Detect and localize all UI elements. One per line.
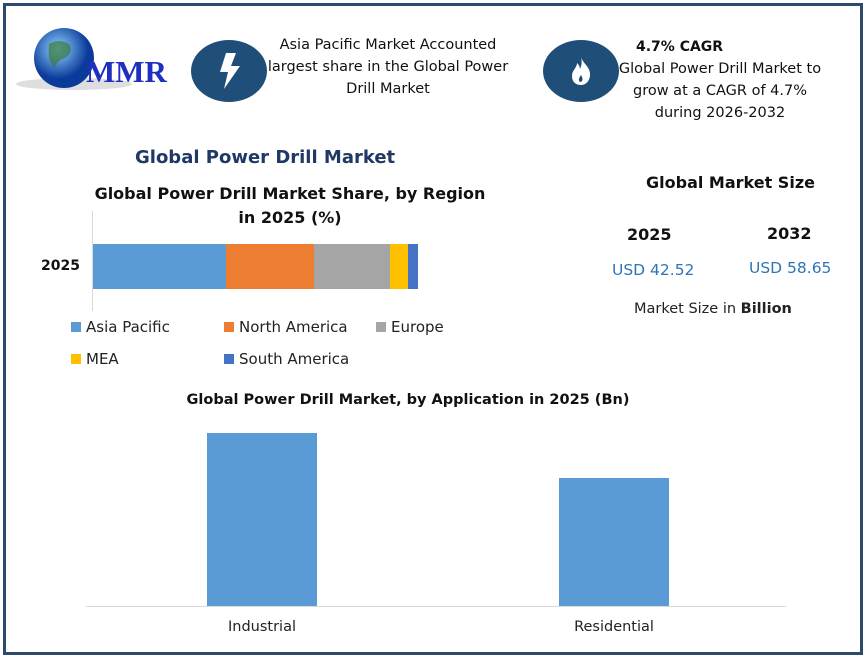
year-2025: 2025 bbox=[627, 225, 672, 244]
lightning-icon-badge bbox=[191, 40, 267, 102]
globe-icon bbox=[16, 28, 132, 90]
flame-icon bbox=[572, 57, 591, 85]
legend-swatch bbox=[376, 322, 386, 332]
bar-segment-asia-pacific bbox=[93, 244, 227, 289]
logo-text: MMR bbox=[86, 54, 167, 89]
stacked-bar bbox=[93, 244, 418, 289]
legend-label: Europe bbox=[391, 318, 444, 336]
legend-europe: Europe bbox=[376, 318, 444, 336]
infographic-frame bbox=[3, 3, 863, 655]
legend-swatch bbox=[224, 322, 234, 332]
region-legend: Asia Pacific North America Europe MEA So… bbox=[71, 318, 471, 378]
bar-segment-south-america bbox=[408, 244, 418, 289]
legend-swatch bbox=[224, 354, 234, 364]
legend-label: North America bbox=[239, 318, 348, 336]
value-2032: USD 58.65 bbox=[749, 259, 832, 277]
highlight-line: largest share in the Global Power bbox=[267, 59, 509, 75]
lightning-icon bbox=[220, 53, 240, 89]
year-2032: 2032 bbox=[767, 224, 812, 243]
bar-residential bbox=[559, 477, 669, 606]
cagr-title: 4.7% CAGR bbox=[636, 39, 724, 55]
legend-label: South America bbox=[239, 350, 350, 368]
mmr-logo: MMR bbox=[14, 24, 174, 94]
legend-label: Asia Pacific bbox=[86, 318, 170, 336]
x-tick-label: Residential bbox=[574, 619, 654, 635]
highlight-line: during 2026-2032 bbox=[654, 105, 786, 121]
chart-title-line: in 2025 (%) bbox=[238, 208, 342, 227]
flame-icon-badge bbox=[543, 40, 619, 102]
legend-mea: MEA bbox=[71, 350, 119, 368]
market-size-note: Market Size in Billion bbox=[634, 301, 792, 317]
value-2025: USD 42.52 bbox=[612, 261, 695, 279]
bar-industrial bbox=[207, 433, 317, 606]
highlight-asia-pacific: Asia Pacific Market Accounted largest sh… bbox=[258, 34, 518, 100]
bar-segment-europe bbox=[314, 244, 391, 289]
legend-asia-pacific: Asia Pacific bbox=[71, 318, 170, 336]
region-chart-title: Global Power Drill Market Share, by Regi… bbox=[90, 182, 490, 230]
legend-swatch bbox=[71, 322, 81, 332]
x-axis bbox=[86, 606, 786, 607]
highlight-line: Global Power Drill Market to bbox=[618, 61, 822, 77]
bar-segment-north-america bbox=[226, 244, 314, 289]
highlight-cagr: 4.7% CAGR Global Power Drill Market to g… bbox=[615, 36, 825, 124]
note-text: Market Size in bbox=[634, 301, 741, 317]
x-tick-label: Industrial bbox=[227, 619, 296, 635]
bar-segment-mea bbox=[390, 244, 409, 289]
market-size-title: Global Market Size bbox=[646, 173, 815, 192]
chart-title-line: Global Power Drill Market Share, by Regi… bbox=[94, 184, 486, 203]
application-chart-title: Global Power Drill Market, by Applicatio… bbox=[186, 392, 630, 408]
note-unit: Billion bbox=[740, 301, 792, 317]
highlight-line: grow at a CAGR of 4.7% bbox=[633, 83, 807, 99]
legend-north-america: North America bbox=[224, 318, 348, 336]
legend-south-america: South America bbox=[224, 350, 349, 368]
legend-swatch bbox=[71, 354, 81, 364]
legend-label: MEA bbox=[86, 350, 119, 368]
highlight-line: Drill Market bbox=[346, 81, 430, 97]
category-label: 2025 bbox=[41, 258, 80, 274]
page-title: Global Power Drill Market bbox=[135, 147, 396, 168]
highlight-line: Asia Pacific Market Accounted bbox=[279, 37, 497, 53]
axis-line bbox=[92, 211, 93, 311]
